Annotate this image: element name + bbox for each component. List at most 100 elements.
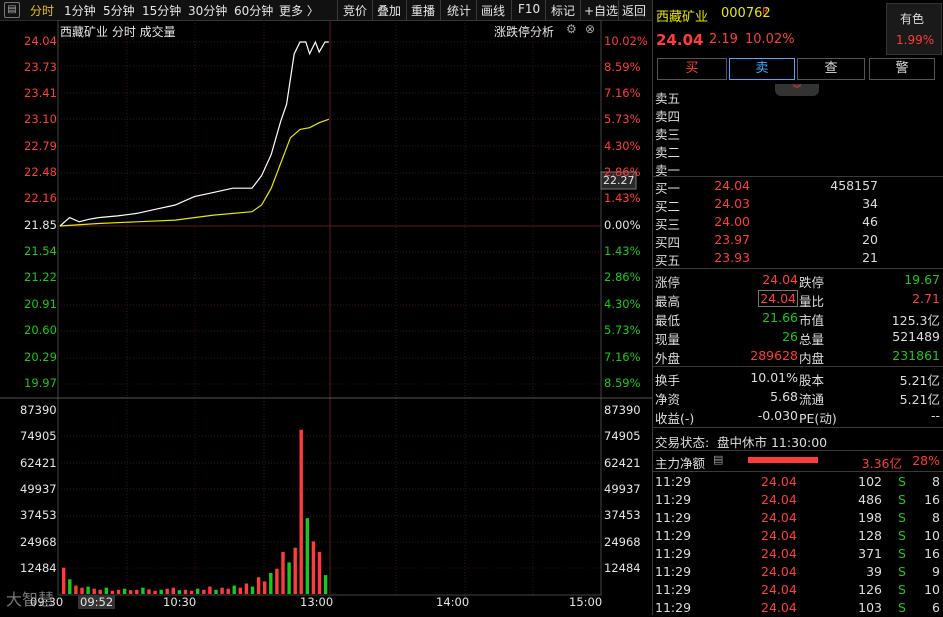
trade-row: 11:29 24.04 128 S 10 (655, 528, 940, 543)
intraday-chart: 西藏矿业 分时 成交量 涨跌停分析 ⚙ ⊗ (0, 20, 652, 615)
stats-button[interactable]: 统计 (447, 4, 472, 18)
fund-net-assets: 净资 5.68 流通 5.21亿 (655, 389, 940, 407)
trade-row: 11:29 24.04 486 S 16 (655, 492, 940, 507)
volume-bar (74, 585, 78, 594)
volume-bar (92, 588, 96, 594)
window-menu-icon[interactable]: ▤ (4, 2, 20, 18)
f10-button[interactable]: F10 (518, 2, 541, 16)
alert-button[interactable]: 警 (869, 58, 935, 80)
replay-button[interactable]: 重播 (411, 4, 436, 18)
quote-panel: 西藏矿业 000762 R 24.04 2.19 10.02% 有色 1.99%… (652, 0, 943, 615)
volume-bar (226, 588, 230, 594)
tab-5min[interactable]: 5分钟 (103, 4, 135, 18)
fund-turnover: 换手 10.01% 股本 5.21亿 (655, 370, 940, 388)
volume-bar (293, 547, 297, 594)
ask-5: 卖五 (655, 91, 681, 106)
main-flow-row: 主力净额 ▤ 3.36亿 28% (655, 453, 940, 471)
volume-bar (116, 589, 121, 594)
quote-low: 最低 21.66 市值 125.3亿 (655, 310, 940, 328)
trade-row: 11:29 24.04 198 S 8 (655, 510, 940, 525)
volume-bar (220, 587, 224, 594)
volume-bar (287, 562, 291, 594)
close-icon[interactable]: ⊗ (585, 22, 596, 36)
tab-fenshi[interactable]: 分时 (30, 4, 55, 18)
volume-bar (159, 589, 163, 594)
volume-bar (68, 579, 72, 594)
buy-button[interactable]: 买 (657, 58, 727, 80)
settings-icon[interactable]: ⚙ (566, 22, 577, 36)
bid-1: 买一 24.04 458157 (655, 178, 878, 196)
ask-1: 卖一 (655, 163, 681, 178)
mark-button[interactable]: 标记 (551, 4, 576, 18)
volume-bar (86, 586, 90, 594)
stock-code: 000762 (721, 6, 771, 21)
watermark-logo: 大智慧 (6, 590, 55, 609)
ask-2: 卖二 (655, 145, 681, 160)
last-price: 24.04 (656, 31, 704, 49)
sector-box[interactable]: 有色 1.99% (886, 3, 942, 55)
overlay-button[interactable]: 叠加 (377, 4, 402, 18)
volume-bar (256, 577, 261, 594)
volume-bar (269, 572, 273, 594)
bid-3: 买三 24.00 46 (655, 214, 878, 232)
volume-bar (214, 589, 218, 594)
volume-bar (104, 587, 108, 594)
sector-pct: 1.99% (896, 33, 935, 47)
volume-bar (281, 551, 285, 594)
query-button[interactable]: 查 (797, 58, 865, 80)
volume-bar (202, 589, 206, 594)
bid-2: 买二 24.03 34 (655, 196, 878, 214)
cursor-time-tag: 09:52 (78, 595, 116, 609)
draw-line-button[interactable]: 画线 (481, 4, 506, 18)
main-flow-menu-icon[interactable]: ▤ (713, 453, 724, 466)
limit-analysis-link[interactable]: 涨跌停分析 (494, 25, 555, 39)
sell-button[interactable]: 卖 (729, 58, 795, 80)
stock-name: 西藏矿业 (656, 10, 709, 25)
quote-current-volume: 现量 26 总量 521489 (655, 329, 940, 347)
volume-bar (311, 541, 316, 594)
volume-bar (305, 518, 309, 594)
tab-1min[interactable]: 1分钟 (64, 4, 96, 18)
volume-bar (122, 588, 127, 594)
tab-30min[interactable]: 30分钟 (188, 4, 228, 18)
auction-button[interactable]: 竞价 (343, 4, 368, 18)
trade-row: 11:29 24.04 103 S 6 (655, 600, 940, 615)
price-line (59, 40, 329, 227)
tab-60min[interactable]: 60分钟 (234, 4, 274, 18)
main-flow-bar (748, 457, 818, 463)
volume-bar (244, 583, 249, 594)
quote-limit-up: 涨停 24.04 跌停 19.67 (655, 272, 940, 290)
back-button[interactable]: 返回 (622, 4, 647, 18)
price-change: 2.19 (709, 32, 738, 47)
add-watchlist-button[interactable]: +自选 (584, 4, 619, 18)
volume-bar (171, 587, 175, 594)
stock-tag: R (762, 7, 769, 17)
volume-bar (317, 551, 322, 594)
volume-bar (98, 589, 102, 594)
volume-bar (299, 429, 303, 594)
trade-row: 11:29 24.04 39 S 9 (655, 564, 940, 579)
sector-label: 有色 (900, 12, 925, 26)
expand-chevron-icon[interactable]: ︾ (775, 84, 819, 96)
volume-bar (232, 585, 236, 594)
volume-bar (110, 590, 115, 594)
volume-bar (129, 590, 133, 594)
trade-row: 11:29 24.04 371 S 16 (655, 546, 940, 561)
volume-bar (238, 587, 242, 594)
tab-more[interactable]: 更多 〉 (279, 4, 319, 18)
volume-bar (196, 588, 200, 594)
ask-4: 卖四 (655, 109, 681, 124)
fund-eps: 收益(-) -0.030 PE(动) -- (655, 408, 940, 426)
volume-bar (165, 588, 169, 594)
volume-bar (275, 568, 279, 594)
average-price-line (59, 118, 330, 227)
volume-bar (147, 589, 151, 594)
volume-bar (80, 587, 84, 594)
quote-high: 最高 24.04 量比 2.71 (655, 290, 940, 309)
chart-canvas (0, 20, 652, 596)
bid-5: 买五 23.93 21 (655, 250, 878, 268)
volume-bar (62, 567, 66, 594)
tab-15min[interactable]: 15分钟 (142, 4, 182, 18)
period-toolbar: 分时 1分钟 5分钟 15分钟 30分钟 60分钟 更多 〉 竞价 叠加 重播 … (0, 0, 652, 21)
trade-row: 11:29 24.04 126 S 10 (655, 582, 940, 597)
